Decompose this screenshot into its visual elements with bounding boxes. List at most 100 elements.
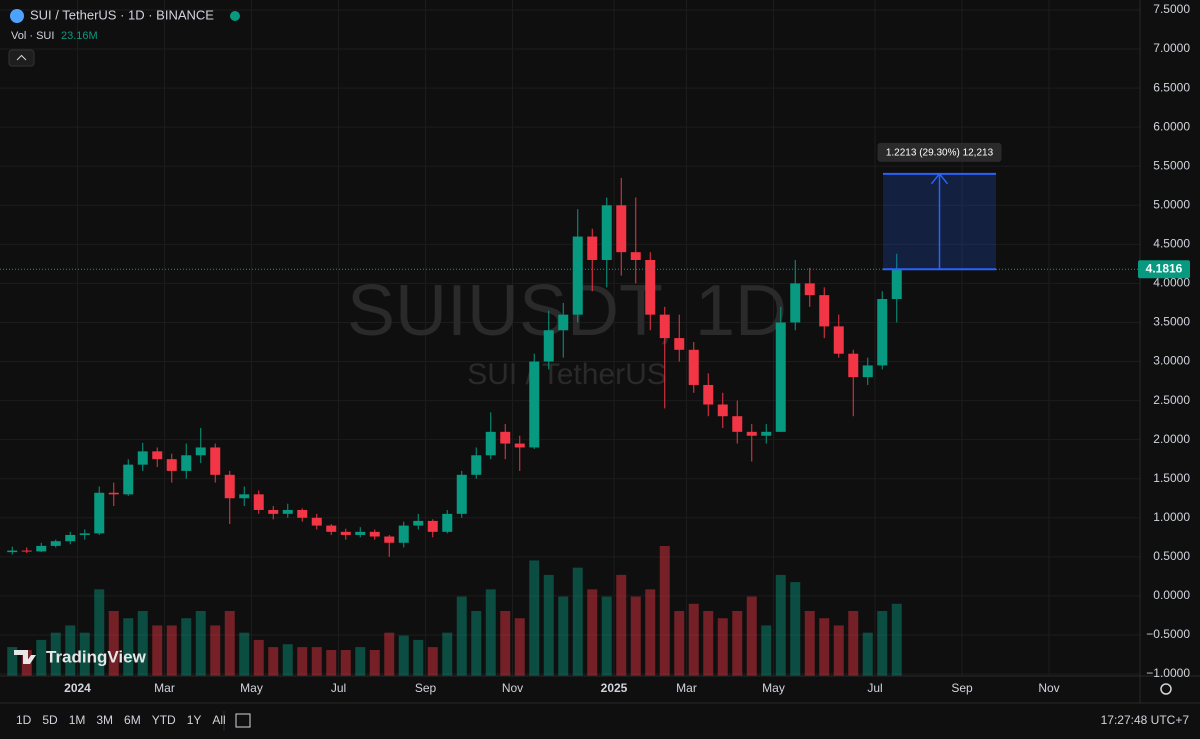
volume-bar xyxy=(514,618,525,676)
volume-bar xyxy=(210,625,221,676)
volume-bar xyxy=(746,596,757,676)
collapse-button[interactable] xyxy=(8,49,35,67)
x-tick-label: 2024 xyxy=(64,681,91,695)
timeframe-button[interactable]: 5D xyxy=(42,713,58,727)
candle-body xyxy=(94,492,105,534)
candle-body xyxy=(717,404,728,417)
candle-body xyxy=(326,525,337,532)
calendar-icon[interactable] xyxy=(235,713,251,728)
candle-body xyxy=(601,205,612,260)
volume-bar xyxy=(181,618,192,676)
candle-body xyxy=(297,509,308,518)
timeframe-button[interactable]: 1Y xyxy=(187,713,202,727)
volume-bar xyxy=(601,596,612,676)
volume-bar xyxy=(355,647,366,676)
timeframe-button[interactable]: 1D xyxy=(16,713,32,727)
measure-label-box xyxy=(877,142,1002,162)
y-tick-label: 6.0000 xyxy=(1153,119,1190,133)
candle-body xyxy=(877,299,888,366)
y-tick-label: 3.0000 xyxy=(1153,354,1190,368)
volume-value: 23.16M xyxy=(61,30,98,42)
x-tick-label: May xyxy=(762,681,785,695)
candle-body xyxy=(703,384,714,405)
volume-bar xyxy=(137,611,148,676)
candle-body xyxy=(456,474,467,514)
volume-bar xyxy=(384,632,395,676)
volume-bar xyxy=(761,625,772,676)
volume-bar xyxy=(717,618,728,676)
timeframe-button[interactable]: 1M xyxy=(69,713,86,727)
volume-bar xyxy=(239,632,250,676)
y-tick-label: 4.5000 xyxy=(1153,237,1190,251)
timeframe-button[interactable]: All xyxy=(212,713,225,727)
candle-body xyxy=(862,365,873,378)
volume-bar xyxy=(311,647,322,676)
candle-body xyxy=(152,451,163,460)
y-tick-label: 0.0000 xyxy=(1153,588,1190,602)
volume-bar xyxy=(616,574,627,676)
candle-body xyxy=(413,520,424,526)
volume-bar xyxy=(413,639,424,676)
volume-bar xyxy=(688,603,699,676)
candle-body xyxy=(50,541,61,546)
candle-body xyxy=(471,455,482,475)
toolbar xyxy=(0,703,1200,739)
volume-bar xyxy=(674,611,685,676)
candle-body xyxy=(442,513,453,532)
y-tick-label: 3.5000 xyxy=(1153,315,1190,329)
y-tick-label: 5.0000 xyxy=(1153,197,1190,211)
collapse-icon xyxy=(16,54,27,61)
settings-icon[interactable] xyxy=(1160,683,1172,695)
volume-bar xyxy=(543,574,554,676)
candle-body xyxy=(36,545,47,552)
candle-body xyxy=(79,533,90,535)
volume-bar xyxy=(848,611,859,676)
volume-bar xyxy=(297,647,308,676)
candle-body xyxy=(804,283,815,296)
measure-arrow xyxy=(930,172,949,270)
volume-bar xyxy=(862,632,873,676)
brand: TradingView xyxy=(46,647,147,666)
volume-bar xyxy=(427,647,438,676)
candle-body xyxy=(268,509,279,514)
candle-body xyxy=(833,326,844,354)
candle-body xyxy=(239,494,250,499)
volume-bar xyxy=(456,596,467,676)
candle-body xyxy=(181,455,192,471)
volume-bar xyxy=(645,589,656,676)
x-tick-label: Sep xyxy=(951,681,973,695)
candle-body xyxy=(340,531,351,535)
y-tick-label: 1.0000 xyxy=(1153,510,1190,524)
timeframe-button[interactable]: 3M xyxy=(96,713,113,727)
volume-bar xyxy=(253,639,264,676)
last-price-box xyxy=(1138,260,1190,279)
timeframe-button[interactable]: 6M xyxy=(124,713,141,727)
volume-bar xyxy=(732,611,743,676)
candle-body xyxy=(775,322,786,432)
candle-body xyxy=(659,314,670,339)
watermark-subtitle: SUI / TetherUS xyxy=(467,358,667,391)
volume-bar xyxy=(79,632,90,676)
candle-body xyxy=(427,520,438,532)
symbol-title[interactable]: SUI / TetherUS · 1D · BINANCE xyxy=(30,7,214,22)
clock: 17:27:48 UTC+7 xyxy=(1101,713,1190,727)
timeframe-button[interactable]: YTD xyxy=(152,713,176,727)
volume-bar xyxy=(65,625,76,676)
status-dot xyxy=(230,11,240,21)
volume-bar xyxy=(833,625,844,676)
volume-bar xyxy=(398,635,409,676)
x-tick-label: Sep xyxy=(415,681,437,695)
candle-body xyxy=(746,431,757,436)
volume-bar xyxy=(529,560,540,676)
volume-bar xyxy=(558,596,569,676)
brand-logo xyxy=(14,650,36,664)
candle-body xyxy=(137,451,148,465)
volume-bar xyxy=(369,650,380,676)
x-tick-label: Nov xyxy=(502,681,523,695)
y-tick-label: 2.0000 xyxy=(1153,432,1190,446)
volume-bar xyxy=(659,546,670,676)
candle-body xyxy=(732,416,743,432)
candle-body xyxy=(645,259,656,315)
